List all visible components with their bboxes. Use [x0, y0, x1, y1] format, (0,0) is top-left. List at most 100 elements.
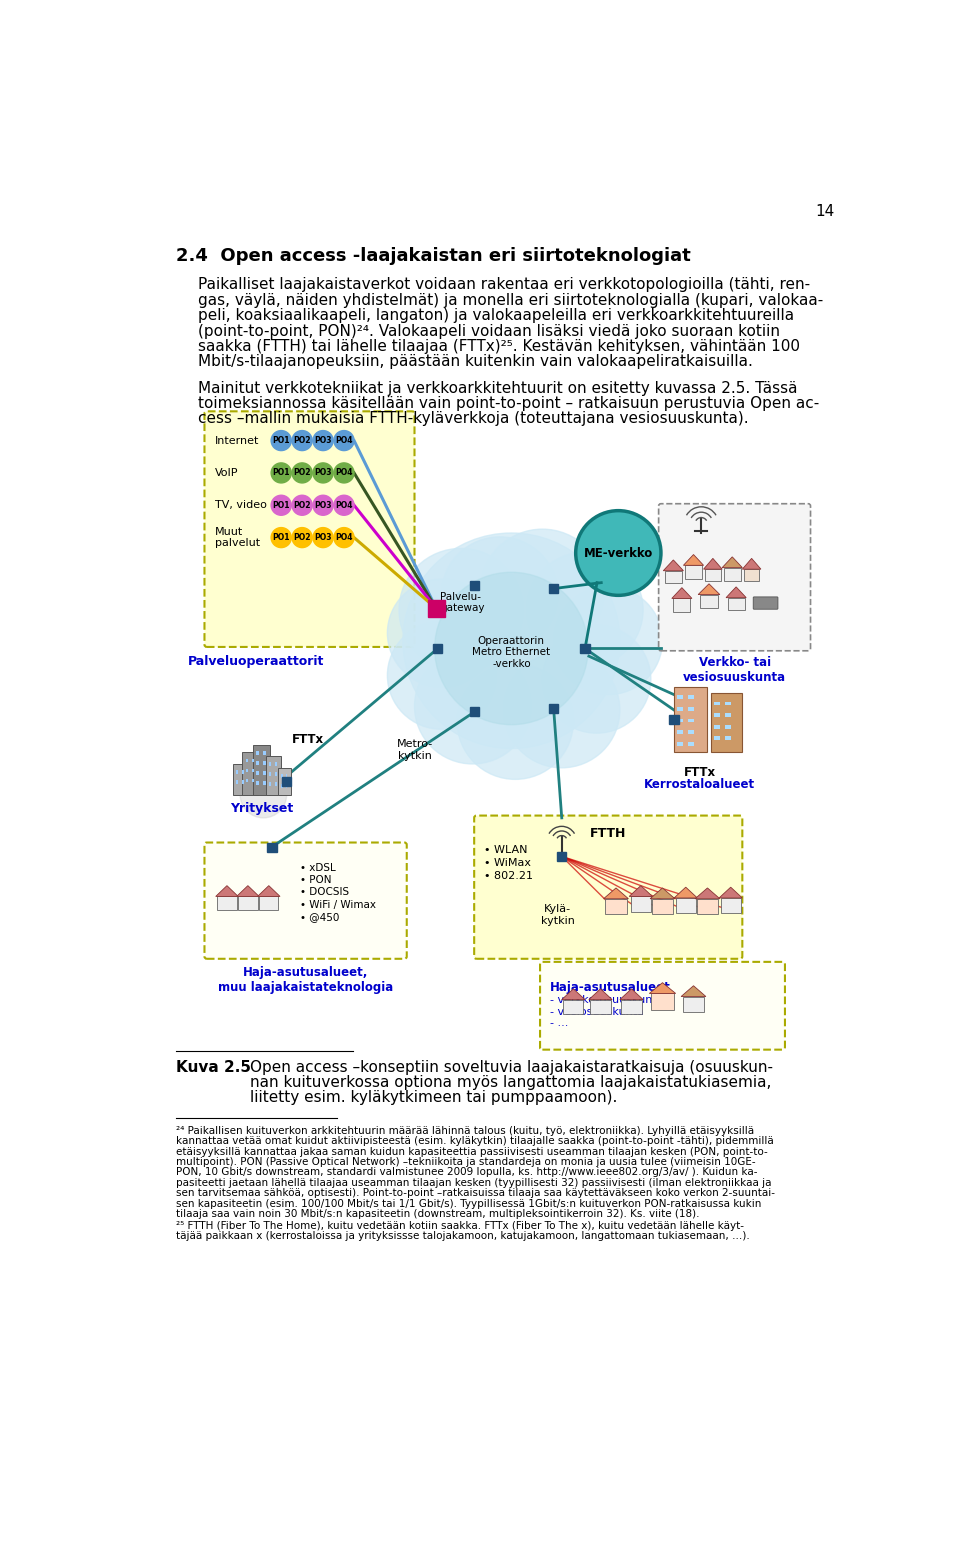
FancyBboxPatch shape	[557, 852, 566, 861]
FancyBboxPatch shape	[269, 772, 271, 777]
FancyBboxPatch shape	[263, 751, 266, 755]
Circle shape	[403, 533, 620, 749]
FancyBboxPatch shape	[236, 780, 238, 785]
FancyBboxPatch shape	[725, 713, 731, 716]
FancyBboxPatch shape	[713, 713, 720, 716]
FancyBboxPatch shape	[233, 765, 247, 794]
FancyBboxPatch shape	[540, 962, 785, 1049]
FancyBboxPatch shape	[652, 898, 673, 914]
FancyBboxPatch shape	[665, 570, 682, 583]
FancyBboxPatch shape	[269, 763, 271, 766]
Polygon shape	[257, 886, 280, 897]
Text: toimeksiannossa käsitellään vain point-to-point – ratkaisuun perustuvia Open ac-: toimeksiannossa käsitellään vain point-t…	[198, 396, 819, 410]
Polygon shape	[604, 887, 629, 898]
FancyBboxPatch shape	[688, 696, 694, 699]
FancyBboxPatch shape	[204, 412, 415, 646]
FancyBboxPatch shape	[278, 768, 291, 794]
FancyBboxPatch shape	[581, 643, 589, 653]
Circle shape	[334, 430, 354, 451]
Text: 14: 14	[816, 204, 835, 219]
FancyBboxPatch shape	[669, 715, 679, 724]
FancyBboxPatch shape	[724, 567, 741, 581]
Circle shape	[292, 430, 312, 451]
FancyBboxPatch shape	[469, 581, 479, 591]
Text: VoIP: VoIP	[214, 468, 238, 479]
Text: Kuva 2.5: Kuva 2.5	[176, 1060, 251, 1075]
Text: Verkko- tai
vesiosuuskunta: Verkko- tai vesiosuuskunta	[683, 656, 786, 684]
Text: PO1: PO1	[273, 437, 290, 444]
FancyBboxPatch shape	[267, 842, 276, 852]
FancyBboxPatch shape	[469, 707, 479, 716]
Text: • PON: • PON	[300, 875, 331, 884]
Text: nan kuituverkossa optiona myös langattomia laajakaistatukiasemia,: nan kuituverkossa optiona myös langattom…	[251, 1075, 772, 1089]
Text: 2.4  Open access -laajakaistan eri siirtoteknologiat: 2.4 Open access -laajakaistan eri siirto…	[176, 247, 690, 264]
FancyBboxPatch shape	[474, 816, 742, 959]
Text: Kylä-
kytkin: Kylä- kytkin	[540, 904, 575, 926]
Circle shape	[292, 496, 312, 516]
Text: gas, väylä, näiden yhdistelmät) ja monella eri siirtoteknologialla (kupari, valo: gas, väylä, näiden yhdistelmät) ja monel…	[198, 292, 823, 308]
FancyBboxPatch shape	[688, 707, 694, 710]
FancyBboxPatch shape	[677, 730, 684, 733]
Polygon shape	[620, 988, 643, 999]
Text: PO1: PO1	[273, 468, 290, 477]
Text: FTTx: FTTx	[292, 733, 324, 746]
FancyBboxPatch shape	[564, 999, 584, 1015]
Text: PO3: PO3	[314, 533, 332, 542]
FancyBboxPatch shape	[252, 769, 254, 772]
Circle shape	[415, 648, 531, 765]
Polygon shape	[663, 559, 684, 570]
FancyBboxPatch shape	[706, 569, 721, 581]
Text: Mainitut verkkotekniikat ja verkkoarkkitehtuurit on esitetty kuvassa 2.5. Tässä: Mainitut verkkotekniikat ja verkkoarkkit…	[198, 381, 797, 396]
FancyBboxPatch shape	[659, 503, 810, 651]
FancyBboxPatch shape	[256, 782, 259, 785]
Circle shape	[504, 653, 620, 768]
Text: ²⁴ Paikallisen kuituverkon arkkitehtuurin määrää lähinnä talous (kuitu, työ, ele: ²⁴ Paikallisen kuituverkon arkkitehtuuri…	[176, 1127, 754, 1136]
FancyBboxPatch shape	[433, 643, 443, 653]
Text: tilaaja saa vain noin 30 Mbit/s:n kapasiteetin (downstream, multipleksointikerro: tilaaja saa vain noin 30 Mbit/s:n kapasi…	[176, 1209, 699, 1218]
Text: sen kapasiteetin (esim. 100/100 Mbit/s tai 1/1 Gbit/s). Tyypillisessä 1Gbit/s:n : sen kapasiteetin (esim. 100/100 Mbit/s t…	[176, 1198, 761, 1209]
Polygon shape	[742, 558, 761, 569]
Text: PO1: PO1	[273, 533, 290, 542]
FancyBboxPatch shape	[651, 993, 674, 1010]
Circle shape	[399, 549, 523, 671]
Text: Palvelu-
gateway: Palvelu- gateway	[440, 592, 485, 614]
Text: TV, video: TV, video	[214, 500, 267, 510]
Polygon shape	[236, 886, 259, 897]
FancyBboxPatch shape	[725, 701, 731, 706]
FancyBboxPatch shape	[725, 724, 731, 729]
Text: (point-to-point, PON)²⁴. Valokaapeli voidaan lisäksi viedä joko suoraan kotiin: (point-to-point, PON)²⁴. Valokaapeli voi…	[198, 323, 780, 339]
Circle shape	[240, 772, 287, 817]
Circle shape	[480, 528, 605, 653]
FancyBboxPatch shape	[263, 782, 266, 785]
FancyBboxPatch shape	[275, 763, 277, 766]
FancyBboxPatch shape	[683, 996, 705, 1012]
FancyBboxPatch shape	[266, 757, 281, 794]
Text: • DOCSIS: • DOCSIS	[300, 887, 348, 897]
FancyBboxPatch shape	[677, 718, 684, 723]
FancyBboxPatch shape	[754, 597, 778, 609]
FancyBboxPatch shape	[685, 566, 702, 580]
FancyBboxPatch shape	[252, 779, 254, 783]
FancyBboxPatch shape	[697, 898, 718, 914]
FancyBboxPatch shape	[243, 752, 258, 794]
FancyBboxPatch shape	[259, 897, 278, 911]
Circle shape	[334, 496, 354, 516]
Text: Haja-asutusalueet: Haja-asutusalueet	[550, 981, 671, 995]
FancyBboxPatch shape	[256, 751, 259, 755]
FancyBboxPatch shape	[238, 897, 257, 911]
Circle shape	[292, 528, 312, 547]
Text: PO2: PO2	[294, 468, 311, 477]
FancyBboxPatch shape	[269, 783, 271, 786]
FancyBboxPatch shape	[688, 730, 694, 733]
Polygon shape	[681, 985, 706, 996]
Text: PO4: PO4	[335, 500, 352, 510]
Text: Palveluoperaattorit: Palveluoperaattorit	[187, 656, 324, 668]
Circle shape	[457, 664, 573, 780]
Text: PO2: PO2	[294, 437, 311, 444]
FancyBboxPatch shape	[673, 598, 690, 612]
Circle shape	[334, 528, 354, 547]
Circle shape	[313, 430, 333, 451]
FancyBboxPatch shape	[275, 783, 277, 786]
Polygon shape	[722, 556, 742, 567]
FancyBboxPatch shape	[605, 898, 627, 914]
